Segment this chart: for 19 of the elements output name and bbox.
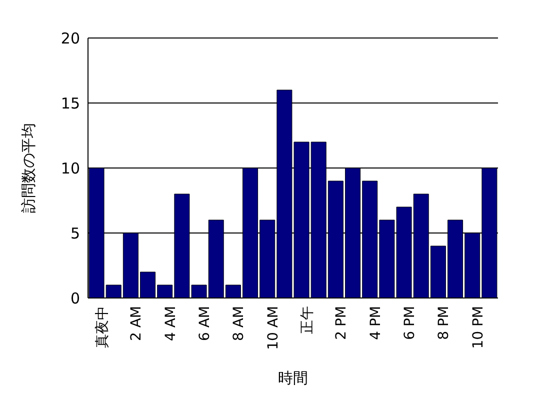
- x-tick-label: 10 AM: [265, 306, 282, 350]
- x-tick-label: 6 PM: [402, 306, 418, 340]
- x-tick-label: 2 PM: [334, 306, 350, 340]
- y-tick-label: 20: [60, 29, 80, 48]
- y-tick-label: 10: [60, 159, 80, 178]
- x-tick-label: 8 AM: [231, 306, 248, 342]
- y-axis-title: 訪問数の平均: [19, 123, 38, 213]
- x-tick-label: 6 AM: [196, 306, 213, 342]
- x-tick-label: 4 PM: [368, 306, 384, 340]
- x-tick-label: 2 AM: [128, 306, 145, 342]
- x-tick-label: 10 PM: [470, 306, 486, 349]
- y-tick-label: 15: [60, 94, 80, 112]
- x-tick-label: 4 AM: [162, 306, 179, 342]
- x-tick-label: 正午: [299, 306, 316, 334]
- y-tick-label: 0: [70, 289, 80, 308]
- x-tick-label: 8 PM: [436, 306, 452, 340]
- y-tick-label: 5: [70, 224, 80, 242]
- x-tick-label: 真夜中: [94, 306, 110, 348]
- x-axis-title: 時間: [278, 369, 308, 387]
